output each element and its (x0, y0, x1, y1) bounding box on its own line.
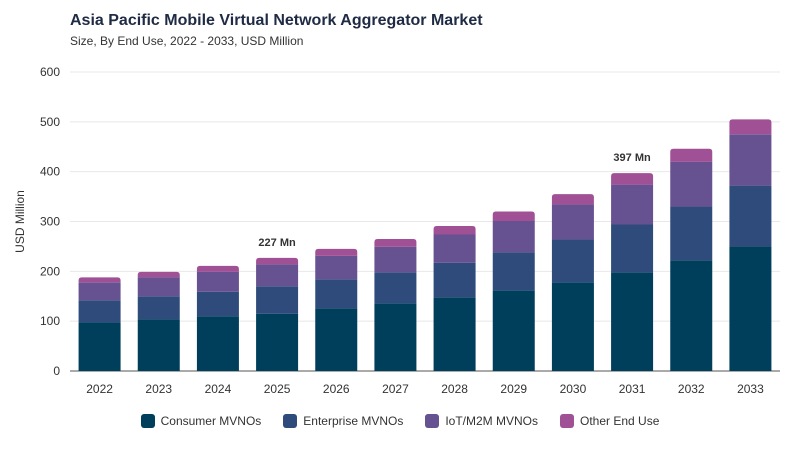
bar-segment (433, 225, 476, 235)
bar-segment (433, 234, 476, 263)
bar-segment (611, 184, 654, 225)
legend-item[interactable]: Other End Use (560, 414, 659, 428)
legend-swatch (140, 414, 155, 428)
bar-segment (551, 204, 594, 240)
bar-segment (729, 119, 772, 135)
x-tick-label: 2030 (560, 382, 587, 396)
bar-segment (137, 296, 180, 320)
y-tick-label: 100 (40, 314, 60, 328)
bar-segment (256, 264, 299, 287)
bar-segment (374, 303, 417, 371)
bar-segment (611, 224, 654, 273)
bar-segment (433, 297, 476, 371)
x-tick-label: 2028 (441, 382, 468, 396)
bar-segment (374, 246, 417, 273)
bar-segment (78, 300, 121, 323)
bar-segment (374, 272, 417, 304)
x-tick-label: 2025 (264, 382, 291, 396)
bar-segment (315, 255, 358, 280)
bar-segment (256, 286, 299, 314)
bar-segment (433, 262, 476, 298)
data-annotation: 227 Mn (258, 237, 296, 249)
legend-label: Enterprise MVNOs (303, 414, 404, 428)
bar-segment (729, 134, 772, 186)
legend-label: IoT/M2M MVNOs (445, 414, 538, 428)
bar-segment (256, 313, 299, 371)
bar-segment (196, 291, 239, 317)
legend-item[interactable]: Consumer MVNOs (140, 414, 262, 428)
bar-segment (137, 319, 180, 371)
data-annotation: 397 Mn (613, 152, 651, 164)
x-tick-label: 2031 (619, 382, 646, 396)
legend-swatch (425, 414, 440, 428)
bar-segment (551, 282, 594, 371)
legend-item[interactable]: IoT/M2M MVNOs (425, 414, 538, 428)
legend-label: Other End Use (580, 414, 660, 428)
x-tick-label: 2029 (500, 382, 527, 396)
y-tick-label: 0 (53, 364, 60, 378)
x-tick-label: 2032 (678, 382, 705, 396)
bar-segment (670, 260, 713, 371)
y-tick-label: 300 (40, 215, 60, 229)
bar-segment (256, 257, 299, 265)
bar-segment (137, 271, 180, 278)
legend-swatch (283, 414, 298, 428)
chart-legend: Consumer MVNOs Enterprise MVNOs IoT/M2M MV… (0, 414, 800, 428)
bar-segment (315, 248, 358, 256)
legend-item[interactable]: Enterprise MVNOs (283, 414, 403, 428)
bar-segment (315, 308, 358, 371)
bar-segment (492, 252, 535, 291)
y-axis-label: USD Million (13, 190, 27, 253)
x-tick-label: 2022 (86, 382, 113, 396)
x-tick-label: 2027 (382, 382, 409, 396)
y-tick-label: 600 (40, 65, 60, 79)
bar-segment (137, 277, 180, 297)
bar-segment (670, 206, 713, 261)
bar-segment (374, 238, 417, 247)
bar-segment (78, 322, 121, 371)
bar-segment (551, 194, 594, 205)
legend-label: Consumer MVNOs (160, 414, 262, 428)
y-tick-label: 400 (40, 165, 60, 179)
x-tick-label: 2024 (205, 382, 232, 396)
chart-title: Asia Pacific Mobile Virtual Network Aggr… (70, 12, 483, 29)
bar-segment (315, 279, 358, 309)
bar-segment (196, 265, 239, 272)
bar-segment (670, 161, 713, 207)
y-tick-label: 500 (40, 115, 60, 129)
bar-segment (78, 282, 121, 301)
bar-segment (78, 277, 121, 283)
bar-segment (492, 211, 535, 222)
bar-segment (196, 271, 239, 292)
bar-segment (611, 173, 654, 185)
chart-subtitle: Size, By End Use, 2022 - 2033, USD Milli… (70, 34, 304, 48)
y-tick-label: 200 (40, 264, 60, 278)
bar-segment (551, 239, 594, 283)
bar-segment (196, 316, 239, 371)
x-tick-label: 2023 (145, 382, 172, 396)
bar-segment (729, 246, 772, 371)
x-tick-label: 2026 (323, 382, 350, 396)
x-tick-label: 2033 (737, 382, 764, 396)
bar-segment (492, 290, 535, 371)
legend-swatch (560, 414, 574, 428)
bar-segment (670, 148, 713, 162)
bar-segment (611, 272, 654, 371)
bar-segment (729, 185, 772, 247)
bar-segment (492, 221, 535, 253)
